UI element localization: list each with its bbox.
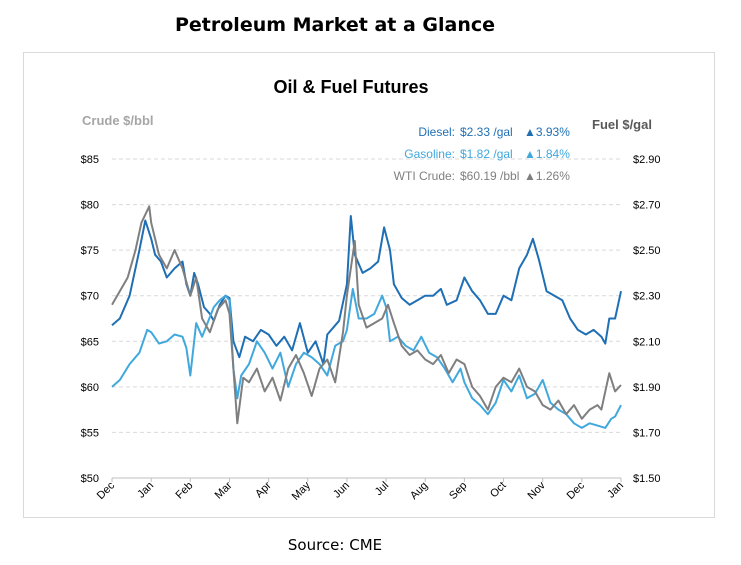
x-tick-label: Dec xyxy=(565,479,588,502)
y-left-tick-label: $50 xyxy=(81,473,99,485)
x-tick-label: Oct xyxy=(488,480,509,501)
y-right-tick-label: $1.50 xyxy=(633,473,661,485)
y-right-tick-label: $1.70 xyxy=(633,427,661,439)
x-tick-label: Jan xyxy=(135,480,156,501)
legend-value: $1.82 /gal xyxy=(460,147,513,161)
chart-svg: Oil & Fuel Futures Crude $/bbl Fuel $/ga… xyxy=(81,77,661,503)
legend-value: $2.33 /gal xyxy=(460,125,513,139)
y-right-axis-label: Fuel $/gal xyxy=(592,117,652,132)
x-tick-label: Apr xyxy=(253,479,274,500)
legend-value: $60.19 /bbl xyxy=(460,169,519,183)
y-left-tick-label: $65 xyxy=(81,336,99,348)
chart-frame: Oil & Fuel Futures Crude $/bbl Fuel $/ga… xyxy=(23,52,715,518)
legend-label: WTI Crude: xyxy=(394,169,455,183)
legend-change: ▲1.84% xyxy=(524,147,570,161)
y-left-tick-label: $75 xyxy=(81,245,99,257)
x-tick-label: May xyxy=(290,479,314,503)
y-left-tick-label: $70 xyxy=(81,291,99,303)
x-tick-label: Feb xyxy=(174,480,196,502)
x-tick-label: Jun xyxy=(331,480,352,501)
legend-change: ▲3.93% xyxy=(524,125,570,139)
x-tick-label: Sep xyxy=(447,480,469,502)
grid-layer xyxy=(112,158,621,479)
y-right-tick-label: $2.30 xyxy=(633,291,661,303)
y-left-axis-label: Crude $/bbl xyxy=(82,113,154,128)
legend: Diesel: $2.33 /gal ▲3.93% Gasoline: $1.82 /g… xyxy=(394,125,571,183)
legend-change: ▲1.26% xyxy=(524,169,570,183)
axis-layer: $85 $2.90 $80 $2.70 $75 $2.50 $70 $2.30 $65 $2.10… xyxy=(81,154,661,503)
legend-label: Diesel: xyxy=(418,125,455,139)
gasoline-series-line xyxy=(111,287,622,429)
x-tick-label: Jan xyxy=(605,480,626,501)
x-tick-label: Nov xyxy=(525,479,548,502)
x-tick-label: Aug xyxy=(408,480,430,502)
diesel-series-line xyxy=(111,215,622,366)
series-layer xyxy=(111,205,622,429)
wti-crude-series-line xyxy=(111,205,622,425)
y-right-tick-label: $2.50 xyxy=(633,245,661,257)
source-note: Source: CME xyxy=(287,536,383,554)
chart-title: Oil & Fuel Futures xyxy=(273,77,428,97)
y-right-tick-label: $2.10 xyxy=(633,336,661,348)
y-left-tick-label: $85 xyxy=(81,154,99,166)
y-left-tick-label: $80 xyxy=(81,200,99,212)
page-title: Petroleum Market at a Glance xyxy=(174,14,496,36)
legend-label: Gasoline: xyxy=(404,147,455,161)
x-tick-label: Mar xyxy=(213,479,235,501)
y-right-tick-label: $2.70 xyxy=(633,200,661,212)
y-left-tick-label: $55 xyxy=(81,427,99,439)
y-left-tick-label: $60 xyxy=(81,382,99,394)
x-tick-label: Jul xyxy=(373,480,391,498)
y-right-tick-label: $2.90 xyxy=(633,154,661,166)
y-right-tick-label: $1.90 xyxy=(633,382,661,394)
